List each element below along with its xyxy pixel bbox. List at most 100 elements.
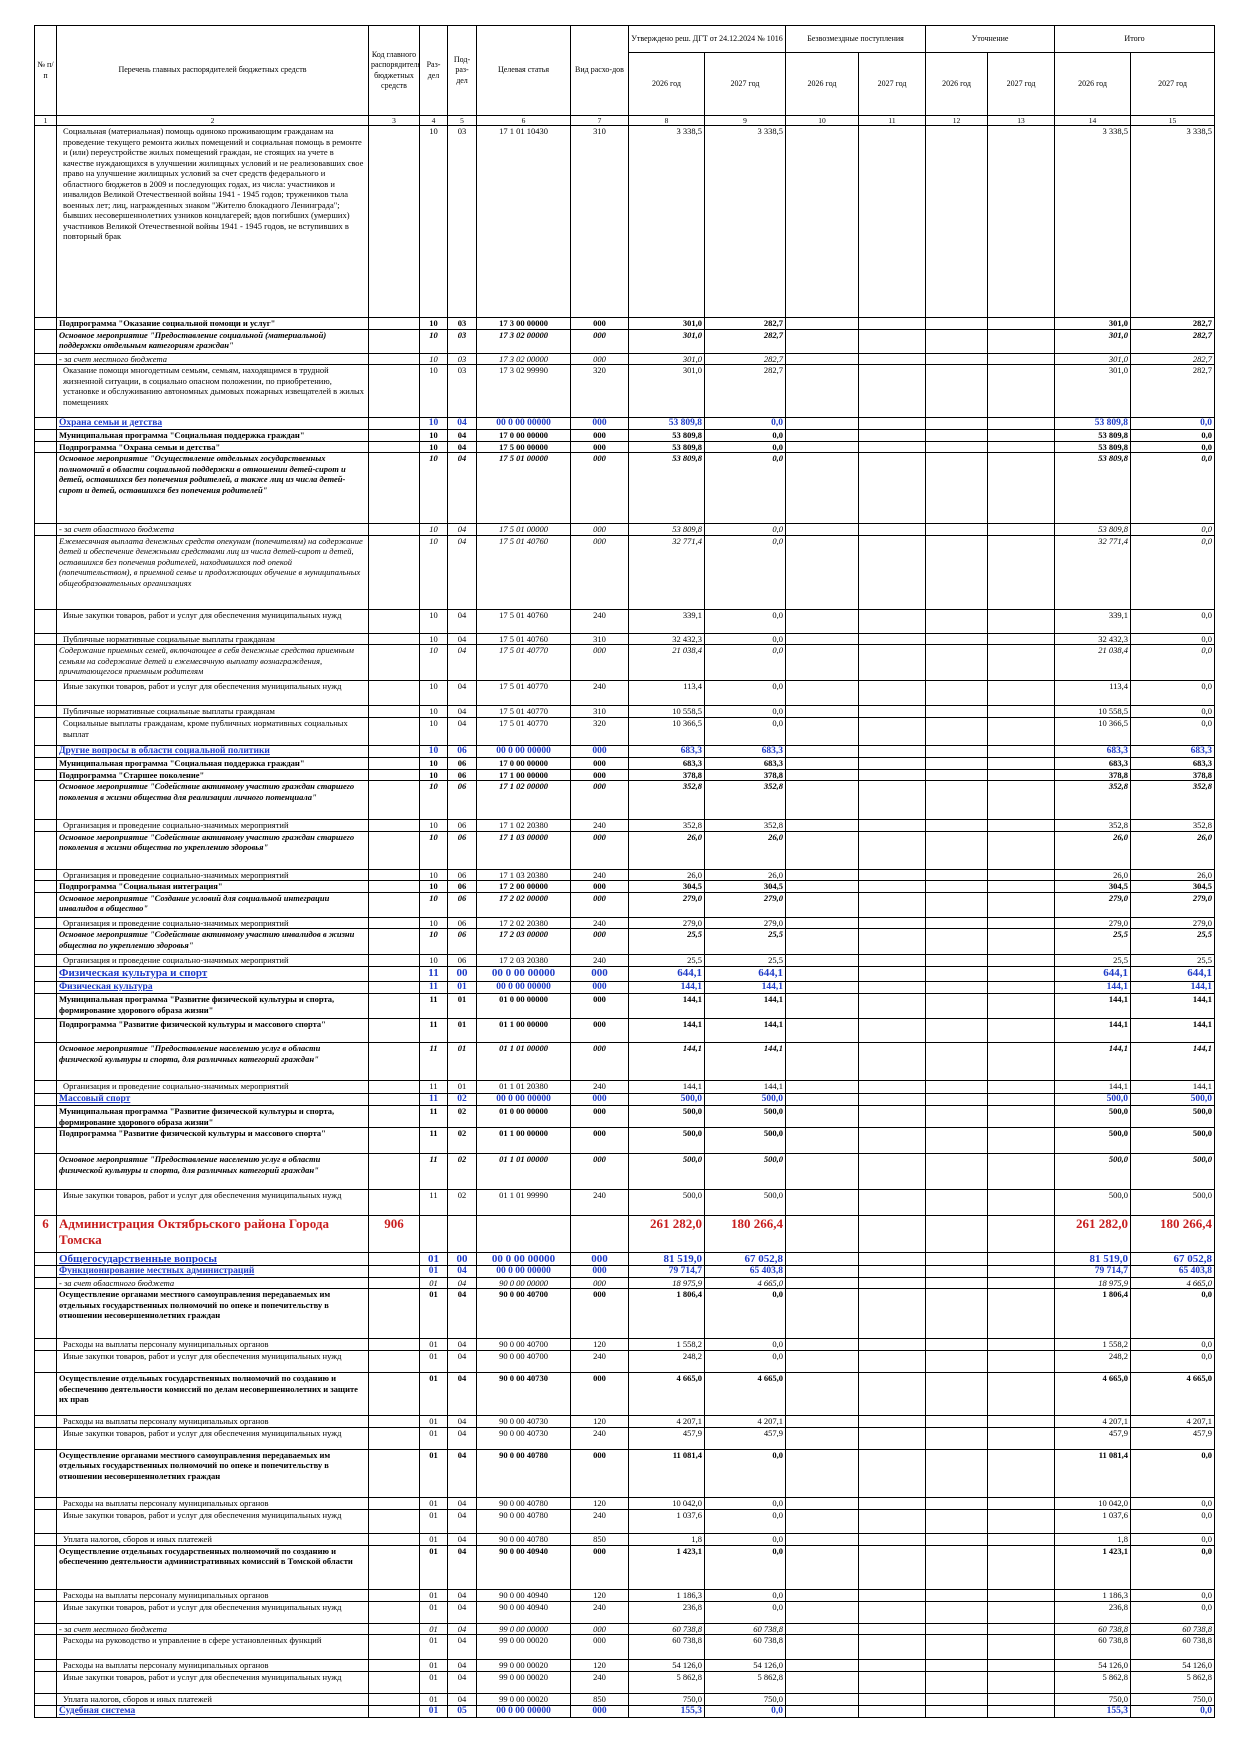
- year-cell: 2027 год: [987, 52, 1056, 116]
- cell-no: [34, 644, 57, 681]
- cell-section: 10: [419, 352, 448, 365]
- cell-kind: 320: [570, 717, 629, 746]
- cell-kind: 000: [570, 757, 629, 770]
- cell-name: Публичные нормативные социальные выплаты…: [56, 632, 369, 645]
- cell-kind: 320: [570, 364, 629, 418]
- cell-total2027: 0,0: [1130, 680, 1216, 706]
- cell-section: 01: [419, 1692, 448, 1706]
- cell-no: [34, 440, 57, 453]
- year-cell: 2026 год: [1054, 52, 1132, 116]
- cell-y2026: 25,5: [628, 954, 705, 967]
- cell-code: [368, 1252, 420, 1266]
- cell-name: Подпрограмма "Социальная интеграция": [56, 880, 369, 893]
- cell-no: [34, 452, 57, 524]
- cell-subsection: 04: [447, 429, 477, 442]
- table-row: Организация и проведение социально-значи…: [34, 819, 1216, 832]
- cell-empty: [987, 916, 1056, 929]
- cell-empty: [925, 608, 989, 634]
- cell-subsection: 04: [447, 717, 477, 746]
- cell-name: Муниципальная программа "Социальная подд…: [56, 757, 369, 770]
- budget-table: № п/п Перечень главных распорядителей бюд…: [34, 25, 1216, 1718]
- cell-empty: [858, 1532, 927, 1546]
- cell-total2027: 500,0: [1130, 1153, 1216, 1190]
- cell-empty: [925, 417, 989, 430]
- cell-code: [368, 916, 420, 929]
- cell-total2027: 25,5: [1130, 954, 1216, 967]
- table-row: Физическая культура 11 01 00 0 00 00000 000 1…: [34, 981, 1216, 994]
- cell-name: Подпрограмма "Охрана семьи и детства": [56, 440, 369, 453]
- cell-empty: [858, 1588, 927, 1602]
- cell-section: 10: [419, 680, 448, 706]
- cell-name: Массовый спорт: [56, 1093, 369, 1106]
- cell-empty: [858, 928, 927, 955]
- cell-section: 01: [419, 1588, 448, 1602]
- cell-total2026: 79 714,7: [1054, 1265, 1132, 1278]
- cell-empty: [925, 928, 989, 955]
- cell-kind: 240: [570, 680, 629, 706]
- cell-empty: [858, 1215, 927, 1253]
- cell-subsection: 04: [447, 1448, 477, 1498]
- cell-kind: 000: [570, 429, 629, 442]
- cell-target: 90 0 00 40700: [476, 1288, 571, 1339]
- cell-name: Общегосударственные вопросы: [56, 1252, 369, 1266]
- cell-total2027: 4 665,0: [1130, 1372, 1216, 1416]
- cell-subsection: 02: [447, 1189, 477, 1216]
- cell-total2027: 750,0: [1130, 1692, 1216, 1706]
- table-row: Иные закупки товаров, работ и услуг для …: [34, 680, 1216, 706]
- cell-y2026: 10 042,0: [628, 1496, 705, 1510]
- cell-y2026: 144,1: [628, 981, 705, 994]
- cell-empty: [858, 125, 927, 318]
- cell-empty: [925, 1372, 989, 1416]
- cell-total2026: 53 809,8: [1054, 429, 1132, 442]
- cell-empty: [785, 417, 860, 430]
- cell-empty: [858, 1350, 927, 1373]
- cell-empty: [858, 705, 927, 718]
- cell-total2026: 457,9: [1054, 1426, 1132, 1450]
- cell-section: 10: [419, 440, 448, 453]
- cell-empty: [925, 717, 989, 746]
- cell-total2027: 0,0: [1130, 429, 1216, 442]
- table-row: Подпрограмма "Развитие физической культу…: [34, 1018, 1216, 1043]
- cell-y2026: 301,0: [628, 317, 705, 330]
- cell-y2026: 352,8: [628, 780, 705, 820]
- column-number: 15: [1130, 115, 1216, 126]
- cell-kind: 240: [570, 1189, 629, 1216]
- cell-y2026: 53 809,8: [628, 429, 705, 442]
- cell-empty: [987, 440, 1056, 453]
- cell-no: [34, 1189, 57, 1216]
- cell-y2027: 352,8: [703, 780, 787, 820]
- cell-y2027: 4 207,1: [703, 1415, 787, 1428]
- cell-kind: 240: [570, 1426, 629, 1450]
- cell-y2027: 144,1: [703, 1018, 787, 1043]
- cell-empty: [785, 1372, 860, 1416]
- cell-total2027: 0,0: [1130, 1704, 1216, 1718]
- cell-name: Администрация Октябрьского района Города…: [56, 1215, 369, 1253]
- cell-y2027: 0,0: [703, 1600, 787, 1624]
- cell-y2027: 500,0: [703, 1189, 787, 1216]
- cell-empty: [785, 768, 860, 781]
- cell-code: [368, 928, 420, 955]
- cell-empty: [925, 1127, 989, 1154]
- cell-total2026: 155,3: [1054, 1704, 1132, 1718]
- cell-empty: [785, 1265, 860, 1278]
- cell-y2026: 11 081,4: [628, 1448, 705, 1498]
- cell-empty: [925, 328, 989, 354]
- cell-kind: 850: [570, 1692, 629, 1706]
- cell-section: 10: [419, 891, 448, 918]
- cell-empty: [858, 745, 927, 758]
- cell-empty: [987, 608, 1056, 634]
- cell-empty: [785, 1415, 860, 1428]
- cell-y2026: 60 738,8: [628, 1634, 705, 1660]
- column-number: 13: [987, 115, 1056, 126]
- cell-empty: [987, 1692, 1056, 1706]
- cell-section: 01: [419, 1448, 448, 1498]
- cell-section: 01: [419, 1265, 448, 1278]
- cell-empty: [858, 534, 927, 610]
- table-row: Массовый спорт 11 02 00 0 00 00000 000 500,0 5…: [34, 1093, 1216, 1106]
- cell-empty: [858, 1426, 927, 1450]
- table-row: Основное мероприятие "Осуществление отде…: [34, 452, 1216, 524]
- cell-kind: 240: [570, 1080, 629, 1094]
- cell-section: 10: [419, 954, 448, 967]
- cell-empty: [925, 1215, 989, 1253]
- cell-total2026: 81 519,0: [1054, 1252, 1132, 1266]
